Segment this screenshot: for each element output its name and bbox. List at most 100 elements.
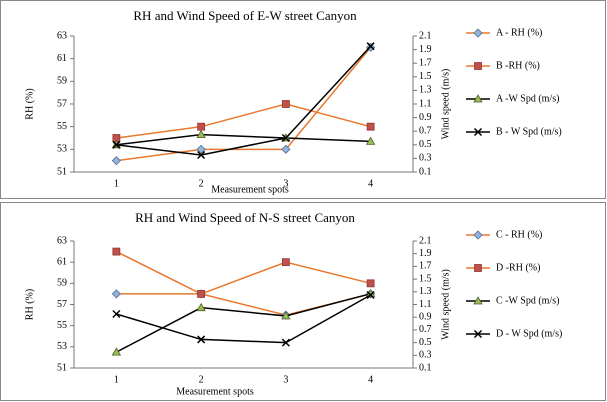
legend-marker — [473, 296, 483, 305]
y-tick-label: 51 — [57, 362, 67, 373]
legend-label: B - W Spd (m/s) — [496, 126, 562, 137]
y-tick-label: 53 — [57, 144, 67, 155]
data-point — [112, 140, 121, 149]
chart-title: RH and Wind Speed of E-W street Canyon — [133, 8, 357, 23]
y2-tick-label: 0.9 — [419, 311, 432, 322]
y-tick-label: 55 — [57, 121, 67, 132]
y-tick-label: 57 — [57, 299, 67, 310]
panel-frame — [0, 0, 606, 199]
series-line — [116, 103, 371, 139]
series-line — [116, 46, 372, 162]
series-line — [116, 294, 371, 344]
data-point — [365, 136, 376, 145]
x-tick-label: 3 — [283, 178, 288, 189]
x-tick-label: 4 — [368, 178, 373, 189]
y2-tick-label: 0.5 — [419, 139, 432, 150]
data-point — [112, 309, 121, 319]
data-point — [196, 129, 206, 138]
y2-tick-label: 0.7 — [419, 324, 432, 335]
data-point — [111, 347, 122, 356]
legend-marker — [473, 230, 483, 240]
y-axis-label: RH (%) — [24, 289, 35, 320]
legend-marker — [473, 127, 483, 137]
data-point — [281, 133, 290, 143]
x-tick-label: 3 — [283, 374, 288, 385]
data-point — [197, 335, 206, 344]
data-point — [111, 156, 121, 166]
legend-marker — [473, 28, 483, 38]
legend-marker — [474, 62, 482, 70]
series-line — [116, 250, 371, 295]
y2-tick-label: 2.1 — [419, 235, 432, 246]
y2-tick-label: 1.3 — [419, 286, 432, 297]
y2-tick-label: 0.3 — [419, 153, 432, 164]
legend-label: B -RH (%) — [496, 60, 540, 71]
y-tick-label: 53 — [57, 341, 67, 352]
y2-axis-label: Wind speed (m/s) — [440, 69, 451, 140]
y-tick-label: 59 — [57, 76, 67, 87]
data-point — [196, 302, 206, 312]
y2-tick-label: 0.9 — [419, 112, 432, 123]
y2-tick-label: 2.1 — [419, 30, 432, 41]
x-axis-label: Measurement spots — [211, 184, 289, 195]
y-tick-label: 59 — [57, 278, 67, 289]
y2-tick-label: 1.9 — [419, 248, 432, 259]
data-point — [366, 279, 375, 288]
x-tick-label: 4 — [368, 374, 373, 385]
legend-marker — [474, 264, 482, 272]
y-tick-label: 57 — [57, 98, 67, 109]
y2-tick-label: 0.5 — [419, 337, 432, 348]
y-tick-label: 63 — [57, 30, 67, 41]
legend-marker — [473, 94, 483, 103]
data-point — [281, 258, 290, 267]
series-line — [116, 133, 371, 146]
data-point — [366, 42, 375, 51]
data-point — [281, 311, 291, 320]
legend-label: D -RH (%) — [496, 262, 540, 273]
y2-tick-label: 0.3 — [419, 350, 432, 361]
data-point — [111, 289, 121, 299]
x-tick-label: 1 — [114, 178, 119, 189]
y-tick-label: 61 — [57, 53, 67, 64]
y-tick-label: 61 — [57, 256, 67, 267]
data-point — [197, 290, 206, 298]
data-point — [197, 122, 206, 131]
chart-title: RH and Wind Speed of N-S street Canyon — [135, 210, 355, 225]
legend-label: C - RH (%) — [496, 229, 542, 240]
y2-tick-label: 0.1 — [419, 166, 432, 177]
y2-tick-label: 1.7 — [419, 57, 432, 68]
y-tick-label: 63 — [57, 235, 67, 246]
data-point — [366, 290, 375, 300]
data-point — [197, 150, 206, 160]
y2-tick-label: 1.1 — [419, 299, 432, 310]
y2-axis-label: Wind speed (m/s) — [440, 269, 451, 340]
legend-label: A -W Spd (m/s) — [496, 93, 559, 104]
x-tick-label: 1 — [114, 374, 119, 385]
y-tick-label: 51 — [57, 166, 67, 177]
y2-tick-label: 1.1 — [419, 98, 432, 109]
y2-tick-label: 1.7 — [419, 261, 432, 272]
x-tick-label: 2 — [199, 178, 204, 189]
y2-tick-label: 0.1 — [419, 362, 432, 373]
y2-tick-label: 1.9 — [419, 44, 432, 55]
series-line — [116, 292, 371, 353]
data-point — [281, 100, 290, 108]
series-line — [116, 45, 372, 156]
legend-label: A - RH (%) — [496, 27, 542, 38]
x-axis-label: Measurement spots — [176, 386, 254, 397]
y2-tick-label: 1.3 — [419, 85, 432, 96]
y2-tick-label: 1.5 — [419, 71, 432, 82]
x-tick-label: 2 — [199, 374, 204, 385]
y-tick-label: 55 — [57, 320, 67, 331]
data-point — [196, 144, 206, 154]
legend-label: C -W Spd (m/s) — [496, 295, 559, 306]
data-point — [366, 122, 375, 131]
y-axis-label: RH (%) — [24, 88, 35, 119]
legend-label: D - W Spd (m/s) — [496, 328, 562, 339]
y2-tick-label: 1.5 — [419, 273, 432, 284]
data-point — [281, 144, 291, 154]
data-point — [281, 338, 290, 347]
data-point — [112, 247, 121, 256]
legend-marker — [473, 329, 483, 339]
